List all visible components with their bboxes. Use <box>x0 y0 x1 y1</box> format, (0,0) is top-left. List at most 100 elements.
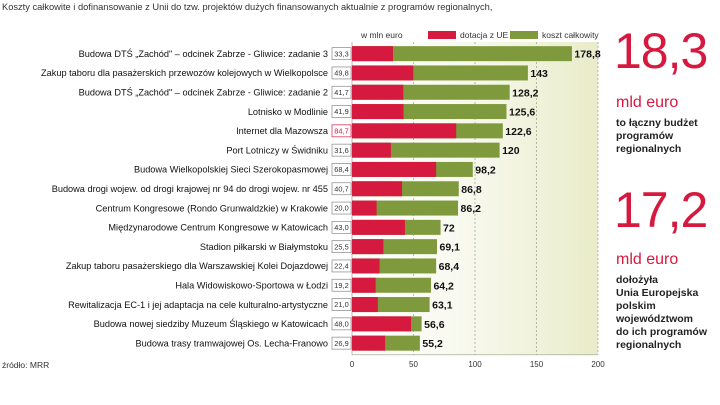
ue-value-label: 33,3 <box>334 49 348 58</box>
category-label: Budowa drogi wojew. od drogi krajowej nr… <box>52 184 328 194</box>
legend-swatch-ue <box>428 31 456 39</box>
bar-ue <box>352 84 404 100</box>
ue-value-box <box>331 221 352 234</box>
category-label: Zakup taboru dla pasażerskich przewozów … <box>41 68 328 78</box>
ue-value-box <box>331 143 352 157</box>
bar-ue <box>352 46 393 62</box>
total-value-label: 98,2 <box>475 164 496 176</box>
x-tick-label: 150 <box>530 360 544 369</box>
bar-ue <box>352 123 457 139</box>
bar-ue <box>352 258 380 274</box>
category-label: Centrum Kongresowe (Rondo Grunwaldzkie) … <box>96 203 328 213</box>
stat-total-unit: mld euro <box>616 94 679 111</box>
ue-value-box <box>331 278 352 292</box>
bar-ue <box>352 161 437 177</box>
ue-value-box <box>331 85 352 99</box>
stat1-desc-line: to łączny budżet <box>616 117 698 129</box>
total-value-label: 64,2 <box>433 280 454 292</box>
unit-label: w mln euro <box>361 30 403 40</box>
ue-value-label: 68,4 <box>334 165 348 174</box>
bar-ue <box>352 65 414 81</box>
category-label: Budowa trasy tramwajowej Os. Lecha-Frano… <box>135 338 328 348</box>
category-label: Internet dla Mazowsza <box>236 126 329 136</box>
x-tick-label: 200 <box>591 360 605 369</box>
stat-ue-description: dołożyła Unia Europejska polskim województw… <box>616 274 707 352</box>
legend-label-total: koszt całkowity <box>542 30 599 40</box>
ue-value-box <box>331 201 352 215</box>
ue-value-box <box>331 182 352 196</box>
ue-value-box <box>331 240 352 253</box>
total-value-label: 72 <box>443 222 455 234</box>
ue-value-label: 31,6 <box>334 146 348 155</box>
category-label: Hala Widowiskowo-Sportowa w Łodzi <box>175 280 328 290</box>
bar-ue <box>352 200 377 216</box>
category-label: Budowa DTŚ „Zachód" – odcinek Zabrze - G… <box>79 48 328 59</box>
legend-item-total: koszt całkowity <box>510 30 599 40</box>
total-value-label: 55,2 <box>422 338 443 350</box>
source-note: źródło: MRR <box>2 360 50 370</box>
stat-ue-value: 17,2 <box>614 182 708 238</box>
ue-value-box <box>331 317 352 331</box>
total-value-label: 128,2 <box>512 87 538 99</box>
ue-value-label: 41,9 <box>334 107 348 116</box>
total-value-label: 68,4 <box>439 261 460 273</box>
category-label: Port Lotniczy w Świdniku <box>226 144 328 155</box>
ue-value-label: 19,2 <box>334 281 348 290</box>
stat-total-description: to łączny budżet programów regionalnych <box>616 117 698 156</box>
ue-value-label: 22,4 <box>334 262 348 271</box>
chart-subtitle: Koszty całkowite i dofinansowanie z Unii… <box>2 2 493 12</box>
stat2-desc-line: regionalnych <box>616 339 682 351</box>
ue-value-label: 84,7 <box>334 126 348 135</box>
stat-ue-unit: mld euro <box>616 251 679 268</box>
ue-value-box <box>331 298 352 311</box>
ue-value-box <box>331 47 352 61</box>
bar-total <box>352 46 572 62</box>
stat2-desc-line: województwom <box>616 313 693 325</box>
stat2-desc-line: polskim <box>616 300 656 312</box>
x-tick-label: 100 <box>468 360 482 369</box>
ue-value-label: 25,5 <box>334 242 348 251</box>
legend-label-ue: dotacja z UE <box>460 30 509 40</box>
ue-value-label: 41,7 <box>334 88 348 97</box>
category-label: Międzynarodowe Centrum Kongresowe w Kato… <box>108 223 328 233</box>
x-tick-label: 50 <box>409 360 418 369</box>
ue-value-box <box>331 163 352 176</box>
total-value-label: 143 <box>530 68 548 80</box>
total-value-label: 122,6 <box>505 126 531 138</box>
category-label: Zakup taboru pasażerskiego dla Warszawsk… <box>66 261 328 271</box>
category-label: Lotnisko w Modlinie <box>248 107 328 117</box>
bar-ue <box>352 239 384 255</box>
stat1-desc-line: programów <box>616 130 674 142</box>
ue-value-label: 26,9 <box>334 339 348 348</box>
ue-value-box <box>331 336 352 350</box>
total-value-label: 69,1 <box>439 242 460 254</box>
legend-swatch-total <box>510 31 538 39</box>
stat1-desc-line: regionalnych <box>616 143 682 155</box>
bar-total <box>352 200 459 216</box>
stat2-desc-line: do ich programów <box>616 326 708 338</box>
total-value-label: 178,8 <box>574 49 600 61</box>
ue-value-box <box>331 124 352 138</box>
ue-value-label: 43,0 <box>334 223 348 232</box>
category-label: Budowa Wielkopolskiej Sieci Szerokopasmo… <box>134 165 328 175</box>
x-tick-label: 0 <box>350 360 355 369</box>
legend-item-ue: dotacja z UE <box>428 30 508 40</box>
bar-ue <box>352 142 391 158</box>
category-label: Rewitalizacja EC-1 i jej adaptacja na ce… <box>68 300 328 310</box>
ue-value-box <box>331 105 352 118</box>
bar-ue <box>352 297 378 313</box>
ue-value-label: 40,7 <box>334 184 348 193</box>
bar-ue <box>352 277 376 293</box>
bar-ue <box>352 335 386 351</box>
stat-total-value: 18,3 <box>614 23 708 79</box>
total-value-label: 86,8 <box>461 184 482 196</box>
category-label: Budowa DTŚ „Zachód" – odcinek Zabrze - G… <box>79 86 328 97</box>
ue-value-label: 20,0 <box>334 204 348 213</box>
stat2-desc-line: dołożyła <box>616 274 659 286</box>
bar-ue <box>352 181 403 197</box>
ue-value-label: 21,0 <box>334 300 348 309</box>
bar-ue <box>352 104 404 120</box>
total-value-label: 63,1 <box>432 300 453 312</box>
